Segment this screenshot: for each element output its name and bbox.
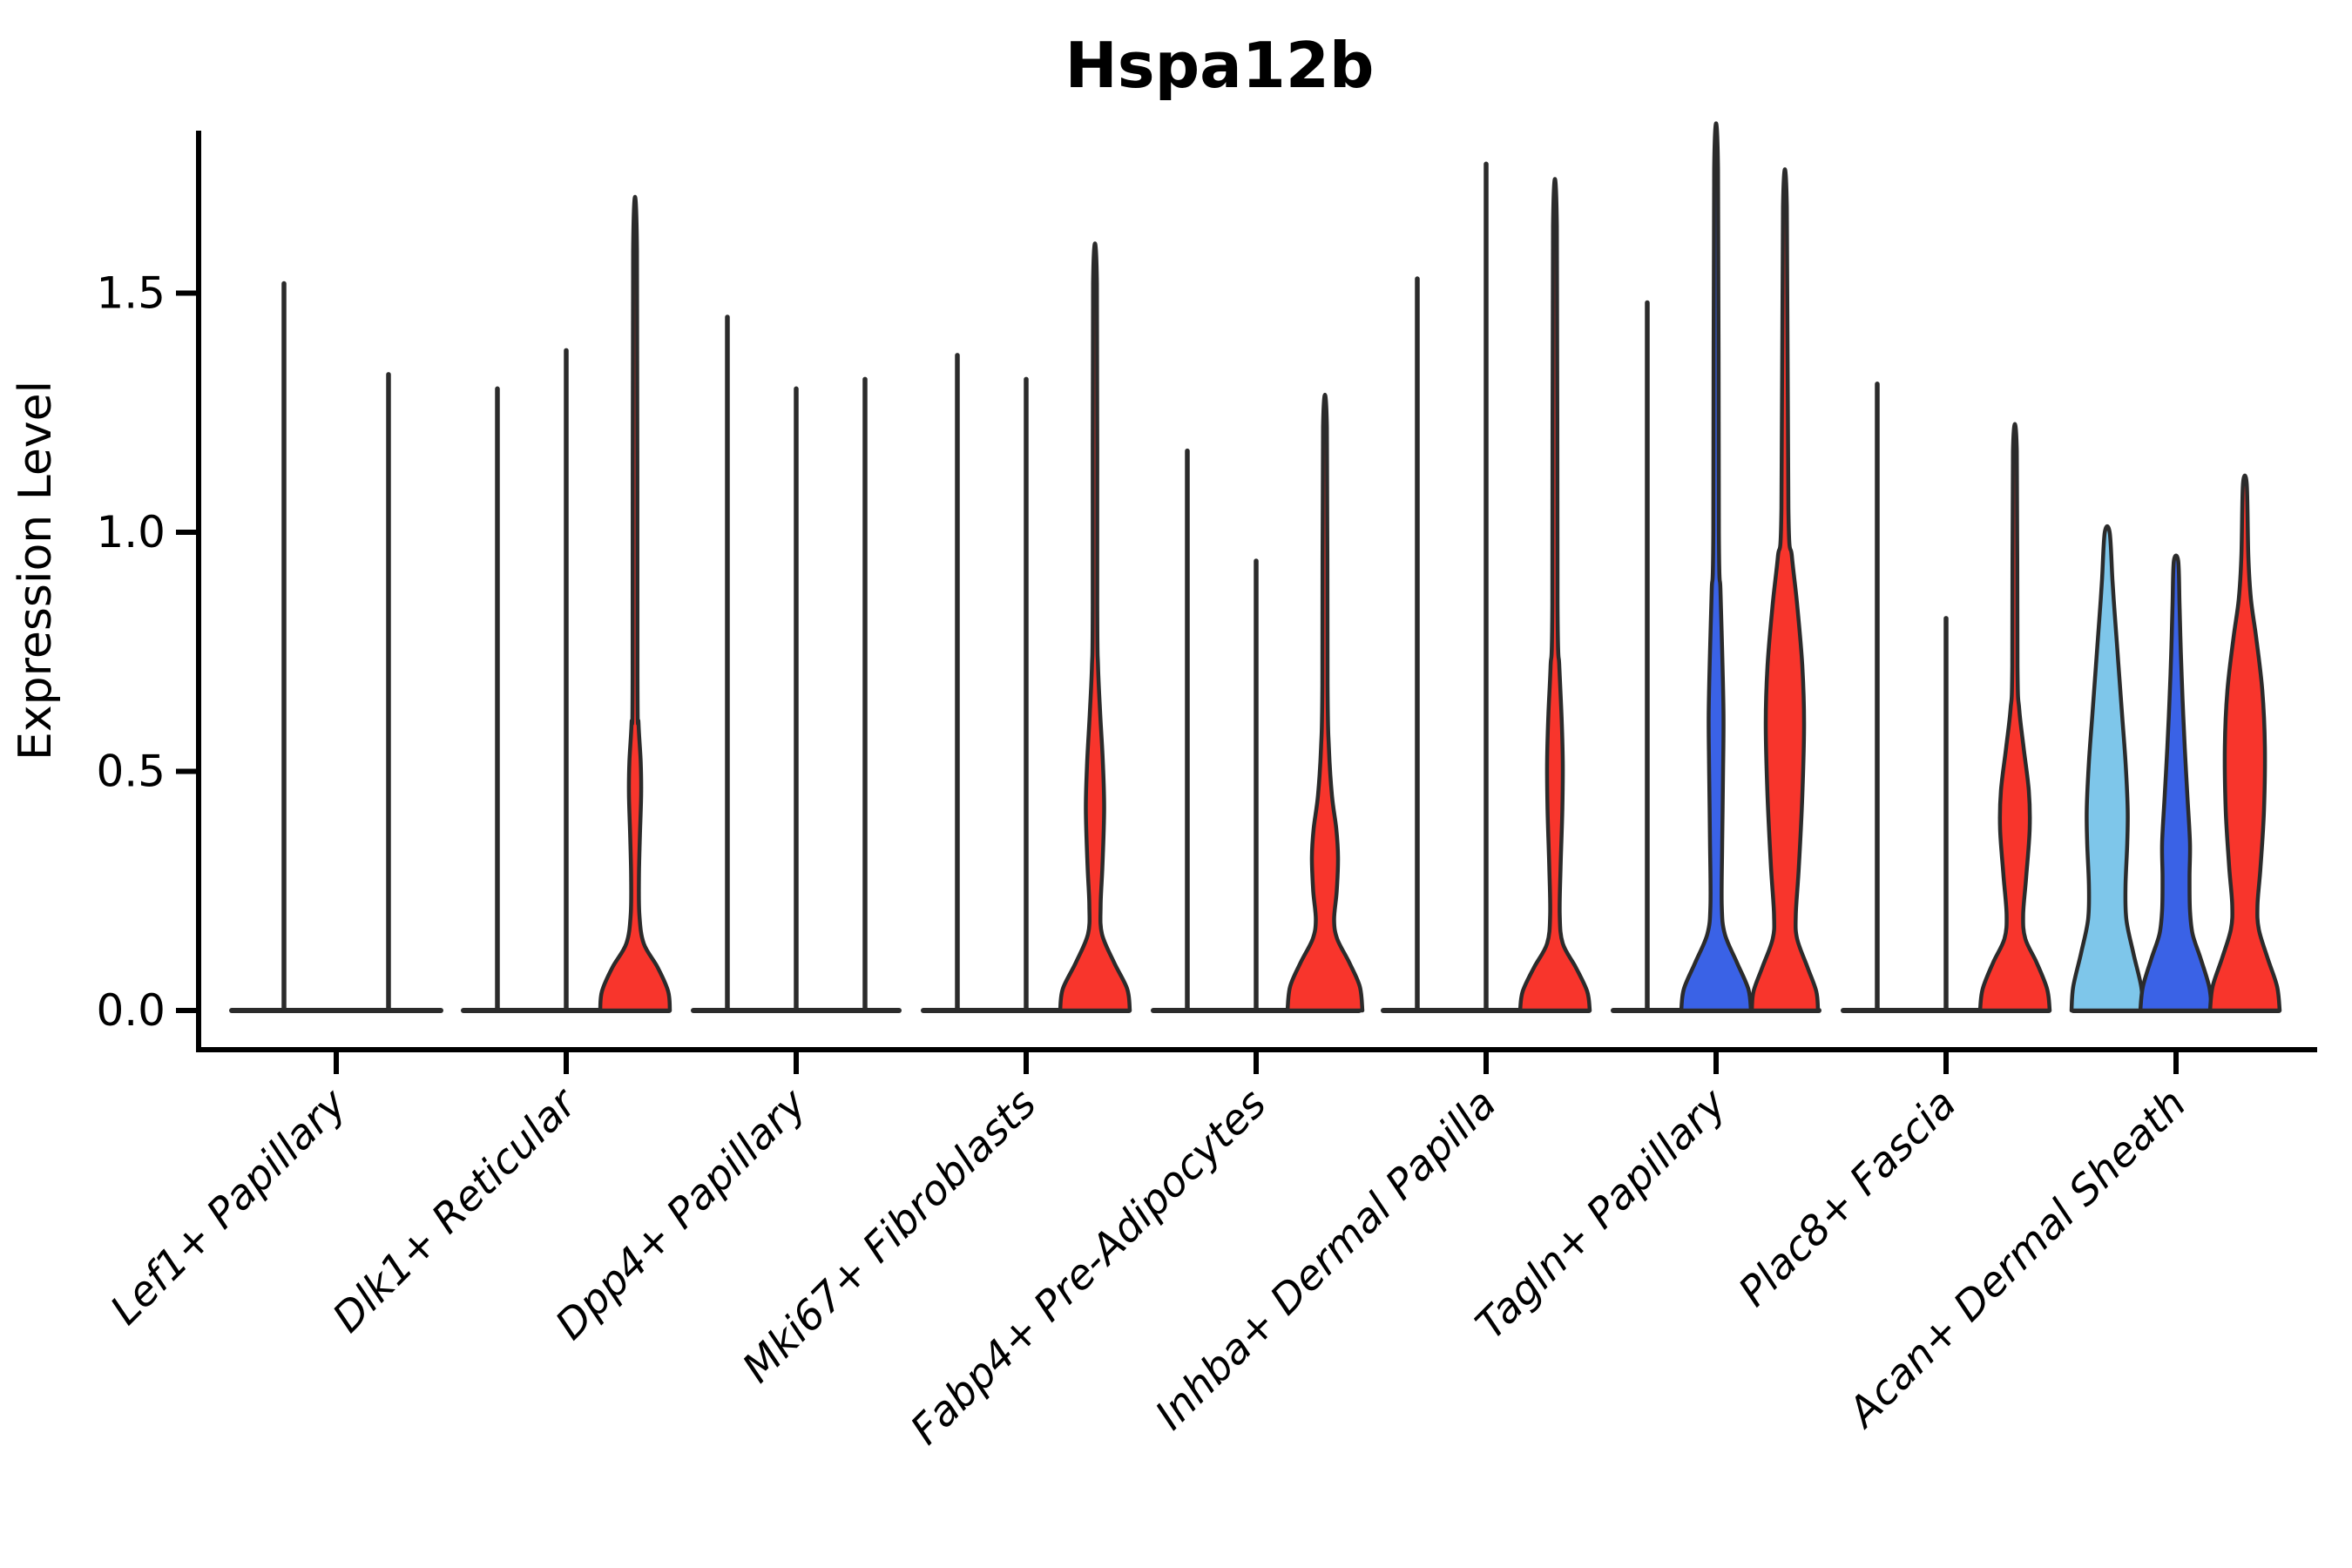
violin-red xyxy=(1977,422,2052,1013)
violin-blue xyxy=(2138,553,2214,1013)
axes-layer xyxy=(176,131,2317,1074)
violin-lightblue xyxy=(2069,524,2146,1013)
violin-red xyxy=(1285,393,1365,1013)
violin-blue xyxy=(1679,121,1754,1013)
violins-layer xyxy=(229,121,2282,1013)
y-axis-label: Expression Level xyxy=(10,381,62,760)
violin-red xyxy=(598,195,672,1013)
x-category-label: Tagln+ Papillary xyxy=(1467,1079,1737,1349)
violin-red xyxy=(2207,473,2282,1013)
chart-title: Hspa12b xyxy=(1065,29,1375,102)
y-tick-label: 0.0 xyxy=(96,985,166,1036)
x-category-label: Dpp4+ Papillary xyxy=(546,1079,816,1349)
y-tick-label: 1.5 xyxy=(96,268,166,319)
violin-red xyxy=(1749,167,1821,1013)
x-category-label: Lef1+ Papillary xyxy=(101,1079,356,1335)
x-category-label: Dlk1+ Reticular xyxy=(324,1078,588,1342)
y-tick-label: 0.5 xyxy=(96,747,166,797)
x-category-label: Plac8+ Fascia xyxy=(1729,1080,1965,1316)
violin-red xyxy=(1517,177,1592,1013)
violin-red xyxy=(1058,241,1132,1013)
y-tick-label: 1.0 xyxy=(96,507,166,558)
